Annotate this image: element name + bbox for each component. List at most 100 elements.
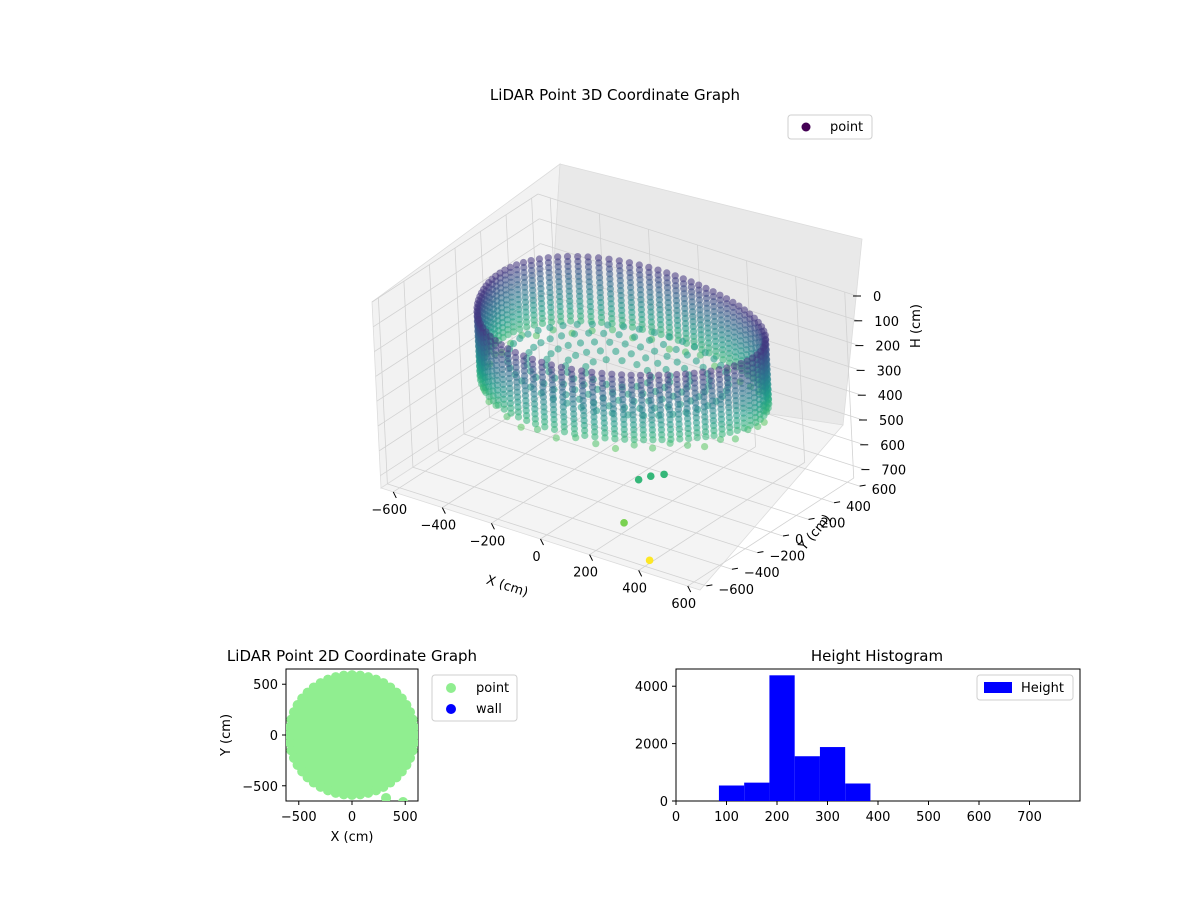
point-3d <box>494 401 502 409</box>
point-3d <box>658 436 666 444</box>
point-2d <box>355 789 366 800</box>
point-2d <box>286 745 297 756</box>
plot3d-title: LiDAR Point 3D Coordinate Graph <box>490 86 740 104</box>
point-3d <box>630 441 638 449</box>
point-3d <box>678 337 687 346</box>
x-tick-label-3d: −400 <box>420 519 456 534</box>
hist-bars <box>718 675 871 801</box>
hist-bar <box>845 783 871 801</box>
point-2d <box>347 670 357 681</box>
point-3d <box>514 413 523 421</box>
x-tick-label-3d: 200 <box>573 566 598 581</box>
point-3d <box>621 435 629 443</box>
point-3d <box>640 436 648 444</box>
point-3d <box>592 440 600 448</box>
z-tick-label-3d: 700 <box>881 464 906 479</box>
x-tick-label-hist: 700 <box>1017 810 1042 825</box>
grid-line <box>371 193 539 303</box>
x-tick-label-2d: 0 <box>348 810 356 825</box>
point-2d <box>330 787 341 798</box>
point-3d <box>710 355 718 363</box>
grid-line <box>374 243 541 352</box>
point-3d <box>665 345 674 353</box>
point-3d <box>500 405 508 413</box>
z-tick-label-3d: 0 <box>873 290 881 305</box>
point-2d <box>330 672 341 683</box>
isolated-point-3d <box>645 556 654 565</box>
point-3d <box>590 338 599 346</box>
y-tick-label-3d: 200 <box>821 516 846 531</box>
point-3d <box>672 345 680 354</box>
y-tick-label-3d: −200 <box>769 550 805 565</box>
point-2d <box>363 672 374 683</box>
point-3d <box>718 430 726 438</box>
point-3d <box>611 435 619 443</box>
point-3d <box>570 330 579 338</box>
z-tick-label-3d: 200 <box>875 340 900 355</box>
point-3d <box>752 418 760 427</box>
plot2d-legend: point wall <box>431 674 518 722</box>
point-3d <box>673 358 681 366</box>
point-3d <box>691 343 699 351</box>
z-tick-label-3d: 400 <box>878 389 903 404</box>
point-3d <box>552 434 560 442</box>
point-3d <box>681 364 689 372</box>
point-cloud-2d <box>289 675 415 795</box>
point-3d <box>509 340 518 348</box>
point-3d <box>702 433 710 441</box>
point-3d <box>635 325 643 333</box>
y-tick-3d <box>731 567 739 570</box>
point-3d <box>585 329 593 337</box>
point-3d <box>546 324 554 332</box>
point-3d <box>530 343 538 351</box>
hist-ticks: 0 100 200 300 400 500 600 700 0 2000 4000 <box>635 680 1042 825</box>
y-tick-label-3d: 0 <box>795 533 803 548</box>
grid-line <box>372 218 540 328</box>
plot2d-points <box>286 670 418 801</box>
plot3d-legend-marker <box>801 122 811 132</box>
isolated-point-3d <box>646 472 655 481</box>
x-tick-label-hist: 600 <box>967 810 992 825</box>
point-3d <box>662 365 670 374</box>
x-tick-label-3d: 600 <box>671 597 696 612</box>
point-3d <box>533 425 542 433</box>
point-2d <box>409 737 418 748</box>
plot3d-legend: point <box>787 114 873 140</box>
point-3d <box>516 325 524 333</box>
point-2d <box>338 789 349 800</box>
point-2d <box>286 737 295 748</box>
point-3d <box>649 444 657 452</box>
plot2d-title: LiDAR Point 2D Coordinate Graph <box>227 647 477 665</box>
isolated-point-3d <box>634 475 643 484</box>
y-tick-label-2d: 0 <box>270 729 278 744</box>
grid-line <box>429 264 439 451</box>
x-tick-label-3d: −600 <box>371 503 407 518</box>
point-3d <box>726 428 734 436</box>
hist-bar <box>718 785 745 801</box>
grid-line <box>438 450 758 553</box>
point-3d <box>507 409 515 417</box>
x-tick-3d <box>392 491 397 499</box>
point-2d <box>398 797 408 801</box>
x-tick-label-hist: 400 <box>866 810 891 825</box>
point-3d <box>663 352 671 360</box>
point-3d <box>588 320 596 328</box>
plot3d-zlabel: H (cm) <box>909 304 924 348</box>
y-tick-3d <box>808 517 815 520</box>
grid-line <box>463 433 784 537</box>
y-tick-label-hist: 4000 <box>635 680 668 695</box>
x-tick-label-3d: 0 <box>532 550 540 565</box>
point-2d <box>355 670 366 681</box>
lidar-2d-plot: LiDAR Point 2D Coordinate Graph −500 0 500… <box>219 647 518 845</box>
point-2d <box>363 787 374 798</box>
point-3d <box>659 340 668 349</box>
plot2d-legend-marker-point <box>446 683 456 693</box>
z-tick-label-3d: 100 <box>874 315 899 330</box>
point-3d <box>627 350 635 358</box>
plot3d-legend-label: point <box>830 120 863 135</box>
point-3d <box>630 436 638 444</box>
point-3d <box>530 321 538 329</box>
grid-line <box>539 218 859 322</box>
plot3d-point-cloud <box>473 252 773 453</box>
